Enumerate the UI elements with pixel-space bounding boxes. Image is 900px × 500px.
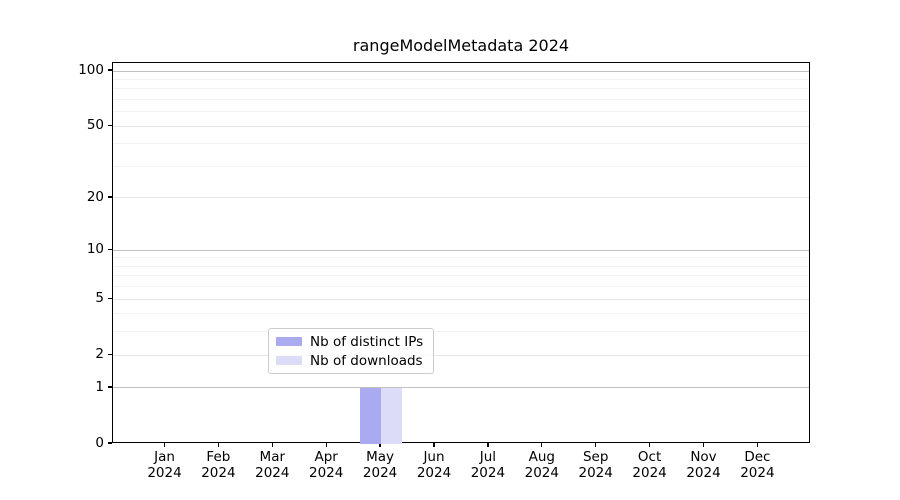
gridline-minor xyxy=(113,313,809,315)
gridline-minor xyxy=(113,98,809,100)
x-tick-label-sep: Sep 2024 xyxy=(578,449,613,481)
x-tick-label-jul: Jul 2024 xyxy=(470,449,506,481)
x-tick-year: 2024 xyxy=(740,464,775,481)
x-tick-month: Sep xyxy=(582,449,609,465)
x-tick-year: 2024 xyxy=(255,464,290,481)
x-tick-month: Jun xyxy=(423,449,445,465)
gridline-major xyxy=(113,70,809,72)
x-tick-year: 2024 xyxy=(362,464,398,481)
x-tick-mark xyxy=(379,443,381,448)
x-tick-year: 2024 xyxy=(686,464,721,481)
x-tick-month: Mar xyxy=(259,449,286,465)
y-tick-label: 0 xyxy=(95,435,104,451)
x-tick-month: Jul xyxy=(479,449,497,465)
y-tick-label: 10 xyxy=(86,241,104,258)
gridline-minor xyxy=(113,88,809,90)
x-tick-mark xyxy=(163,443,166,448)
x-tick-month: May xyxy=(366,449,395,465)
gridline-labeled xyxy=(113,125,809,127)
x-tick-year: 2024 xyxy=(578,464,613,481)
legend: Nb of distinct IPs Nb of downloads xyxy=(268,328,434,374)
y-tick-label: 1 xyxy=(95,378,104,395)
x-tick-mark xyxy=(595,443,597,448)
x-tick-label-dec: Dec 2024 xyxy=(740,449,775,481)
legend-swatch-downloads xyxy=(276,356,302,365)
x-tick-month: Jan xyxy=(154,449,175,465)
y-tick-mark xyxy=(107,196,112,198)
x-tick-mark xyxy=(487,443,489,448)
x-tick-mark xyxy=(325,443,327,448)
x-tick-month: Feb xyxy=(206,449,231,465)
gridline-major xyxy=(113,387,809,389)
legend-swatch-distinct-ips xyxy=(276,337,302,346)
gridline-minor xyxy=(113,78,809,80)
bar-downloads-May xyxy=(381,387,403,444)
y-tick-mark xyxy=(107,386,112,388)
x-tick-label-apr: Apr 2024 xyxy=(309,449,344,481)
x-tick-year: 2024 xyxy=(524,464,559,481)
y-tick-label: 20 xyxy=(86,188,104,205)
x-tick-label-feb: Feb 2024 xyxy=(201,449,236,481)
y-tick-label: 100 xyxy=(78,62,104,78)
x-tick-label-aug: Aug 2024 xyxy=(524,449,559,481)
chart-title: rangeModelMetadata 2024 xyxy=(352,36,570,55)
y-tick-mark xyxy=(107,442,112,444)
x-tick-label-may: May 2024 xyxy=(362,449,398,481)
x-tick-month: Oct xyxy=(637,449,662,465)
gridline-minor xyxy=(113,275,809,277)
gridline-minor xyxy=(113,257,809,259)
gridline-minor xyxy=(113,165,809,167)
x-tick-label-nov: Nov 2024 xyxy=(686,449,721,481)
legend-label-distinct-ips: Nb of distinct IPs xyxy=(310,333,424,350)
legend-row-distinct-ips: Nb of distinct IPs xyxy=(276,334,433,350)
x-tick-year: 2024 xyxy=(309,464,344,481)
plot-area xyxy=(112,62,810,444)
gridline-labeled xyxy=(113,298,809,300)
gridline-minor xyxy=(113,331,809,333)
x-tick-mark xyxy=(433,443,435,448)
gridline-minor xyxy=(113,265,809,267)
x-tick-label-oct: Oct 2024 xyxy=(632,449,667,481)
gridline-labeled xyxy=(113,354,809,356)
x-tick-label-mar: Mar 2024 xyxy=(255,449,290,481)
x-tick-mark xyxy=(217,443,220,448)
y-tick-mark xyxy=(107,297,112,299)
y-tick-label: 50 xyxy=(86,117,104,134)
x-tick-mark xyxy=(756,443,759,448)
gridline-minor xyxy=(113,111,809,113)
gridline-labeled xyxy=(113,197,809,199)
x-tick-year: 2024 xyxy=(470,464,506,481)
y-tick-label: 5 xyxy=(95,290,104,307)
x-tick-month: Nov xyxy=(690,449,717,465)
gridline-minor xyxy=(113,286,809,288)
x-tick-year: 2024 xyxy=(416,464,452,481)
x-tick-month: Dec xyxy=(744,449,771,465)
y-tick-mark xyxy=(107,248,112,250)
x-tick-year: 2024 xyxy=(632,464,667,481)
x-tick-month: Apr xyxy=(314,449,338,465)
x-tick-mark xyxy=(271,443,273,448)
x-tick-month: Aug xyxy=(528,449,555,465)
y-tick-mark xyxy=(107,124,112,126)
y-tick-label: 2 xyxy=(95,346,104,363)
x-tick-year: 2024 xyxy=(201,464,236,481)
x-tick-mark xyxy=(541,443,543,448)
x-tick-mark xyxy=(648,443,651,448)
bar-distinct-ips-May xyxy=(360,387,382,444)
gridline-minor xyxy=(113,143,809,145)
x-tick-label-jan: Jan 2024 xyxy=(147,449,182,481)
legend-row-downloads: Nb of downloads xyxy=(276,353,433,369)
y-tick-mark xyxy=(107,353,112,355)
x-tick-year: 2024 xyxy=(147,464,182,481)
y-tick-mark xyxy=(107,69,112,71)
gridline-major xyxy=(113,249,809,251)
x-tick-mark xyxy=(702,443,705,448)
legend-label-downloads: Nb of downloads xyxy=(310,352,423,369)
x-tick-label-jun: Jun 2024 xyxy=(416,449,452,481)
